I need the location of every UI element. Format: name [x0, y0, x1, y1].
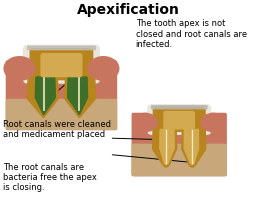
Polygon shape: [68, 77, 88, 115]
Ellipse shape: [88, 57, 119, 80]
Text: Root canals were cleaned
and medicament placed: Root canals were cleaned and medicament …: [3, 120, 111, 139]
Text: The tooth apex is not
closed and root canals are
infected.: The tooth apex is not closed and root ca…: [136, 19, 247, 49]
FancyBboxPatch shape: [132, 144, 226, 175]
Ellipse shape: [201, 113, 225, 132]
Polygon shape: [182, 130, 206, 167]
FancyBboxPatch shape: [148, 105, 210, 134]
FancyBboxPatch shape: [164, 112, 194, 129]
Polygon shape: [184, 129, 199, 165]
Ellipse shape: [133, 113, 157, 132]
Polygon shape: [27, 78, 58, 118]
FancyBboxPatch shape: [153, 108, 205, 131]
FancyBboxPatch shape: [6, 61, 116, 129]
Ellipse shape: [4, 57, 35, 80]
FancyBboxPatch shape: [152, 106, 207, 109]
FancyBboxPatch shape: [41, 54, 82, 77]
FancyBboxPatch shape: [24, 45, 99, 83]
FancyBboxPatch shape: [132, 113, 226, 175]
Polygon shape: [160, 129, 174, 165]
Polygon shape: [65, 78, 96, 118]
FancyBboxPatch shape: [6, 100, 116, 129]
Polygon shape: [35, 77, 55, 115]
Text: The root canals are
bacteria free the apex
is closing.: The root canals are bacteria free the ap…: [3, 163, 97, 192]
FancyBboxPatch shape: [28, 46, 95, 50]
Polygon shape: [153, 130, 177, 167]
FancyBboxPatch shape: [30, 49, 93, 80]
Text: Apexification: Apexification: [77, 3, 179, 17]
